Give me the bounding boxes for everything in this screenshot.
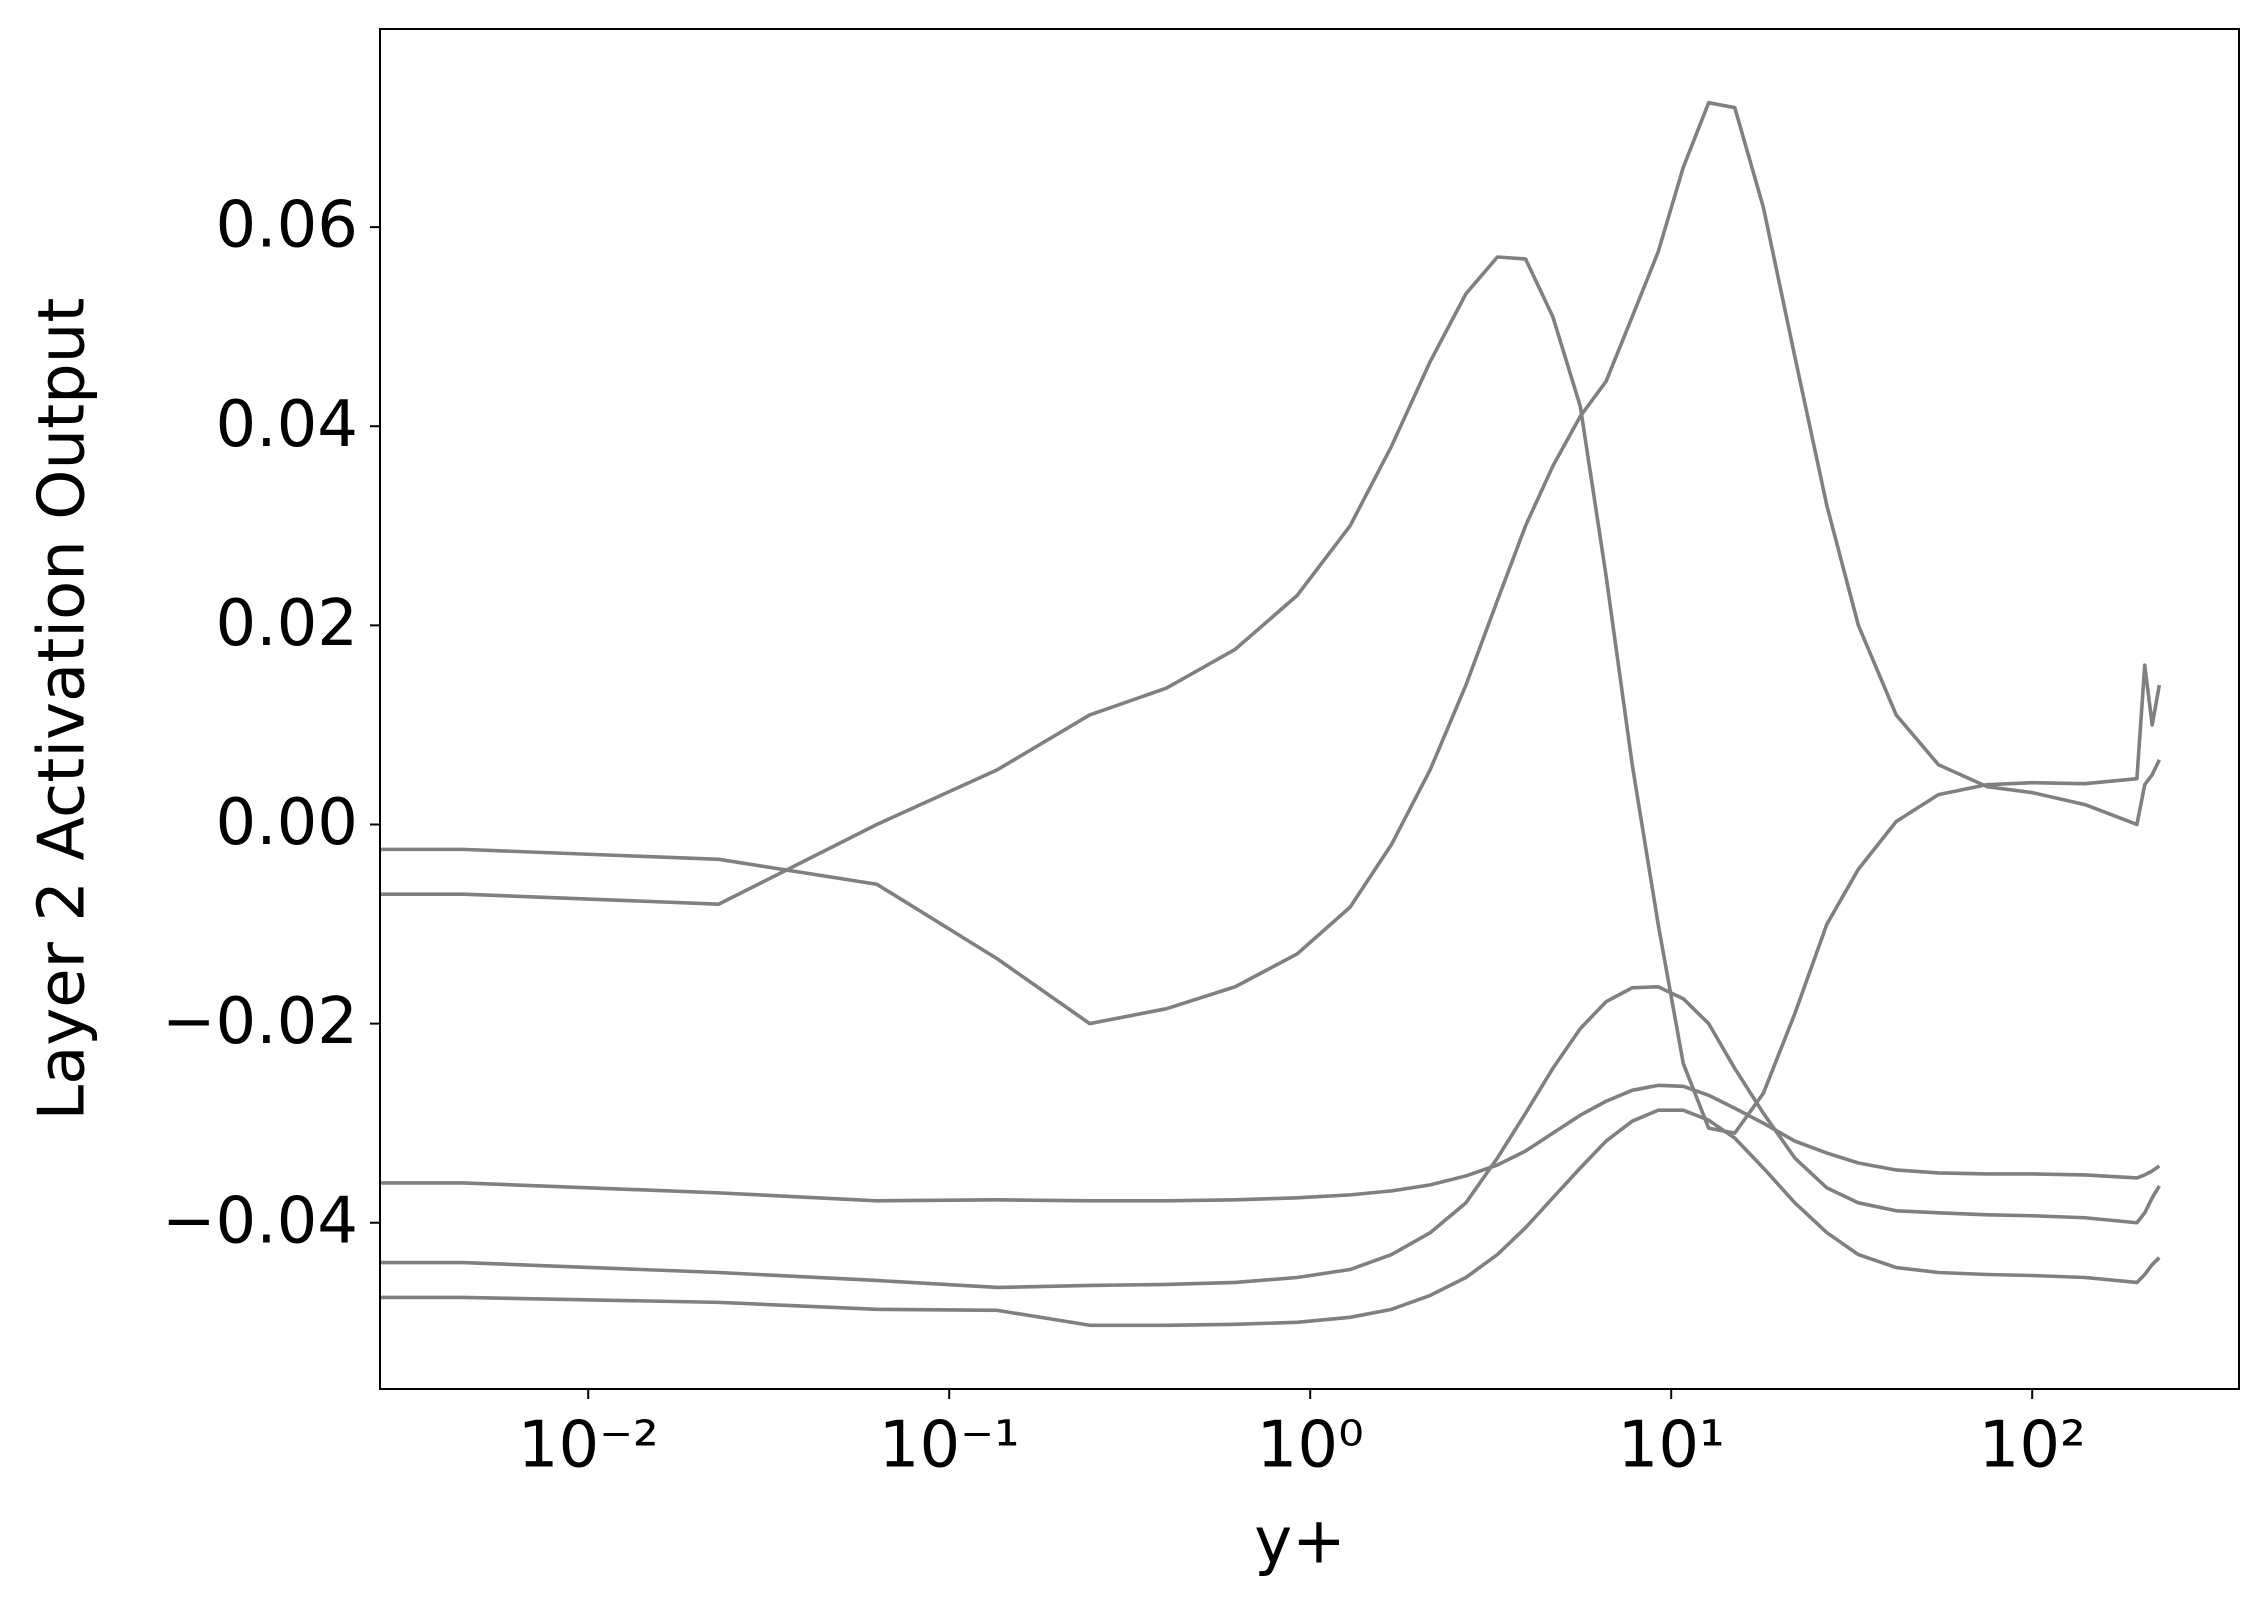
- y-tick-label: 0.06: [216, 189, 359, 263]
- x-tick-label: 10⁻²: [518, 1409, 659, 1483]
- y-axis-label: Layer 2 Activation Output: [26, 298, 100, 1121]
- y-tick-label: −0.04: [162, 1184, 358, 1258]
- x-tick-label: 10⁻¹: [879, 1409, 1020, 1483]
- x-axis-label: y+: [1254, 1505, 1346, 1579]
- plot-frame: [379, 28, 2240, 1390]
- data-line: [380, 984, 2161, 1290]
- data-line: [380, 1108, 2161, 1328]
- data-line: [380, 100, 2161, 1026]
- y-tick-label: 0.02: [216, 587, 359, 661]
- x-tick-label: 10⁰: [1257, 1409, 1364, 1483]
- data-line: [380, 255, 2162, 1135]
- y-tick-label: 0.00: [216, 786, 359, 860]
- y-tick-label: −0.02: [162, 985, 358, 1059]
- data-line: [380, 1083, 2161, 1203]
- x-tick-label: 10¹: [1618, 1409, 1725, 1483]
- x-tick-label: 10²: [1979, 1409, 2086, 1483]
- y-tick-label: 0.04: [216, 388, 359, 462]
